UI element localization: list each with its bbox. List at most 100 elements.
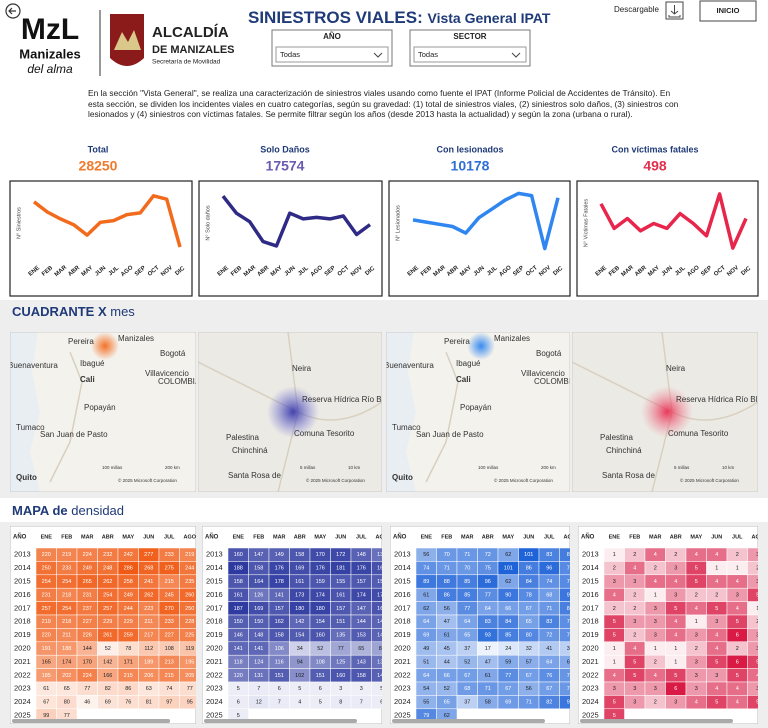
cell-value: 86 (526, 566, 532, 572)
cell-value: 4 (715, 646, 718, 652)
cell-value: 2 (654, 566, 657, 572)
cell-value: 3 (736, 592, 739, 598)
cell-value: 159 (316, 579, 325, 585)
scrollbar[interactable] (204, 719, 357, 723)
cell-value: 72 (546, 633, 552, 639)
map[interactable]: Pereira Manizales Bogotá Buenaventura Ibagué… (384, 332, 577, 492)
map[interactable]: Neira Reserva Hídrica Río Blanco Palestina… (572, 332, 768, 492)
cell-value: 49 (423, 646, 429, 652)
cell-value: 231 (42, 592, 51, 598)
heatmap-table: AÑO ENE FEB MAR ABR MAY JUN JUL AGO 2013 56 70 71 72 6… (390, 526, 576, 724)
cell-value: 158 (254, 566, 263, 572)
back-arrow (8, 7, 16, 15)
filter-dropdown[interactable] (275, 46, 389, 63)
cell-value: 5 (736, 673, 739, 679)
cell-value: 5 (695, 566, 698, 572)
cell-value: 64 (546, 659, 552, 665)
cell-value: 4 (613, 592, 616, 598)
cell-value: 3 (654, 606, 657, 612)
cell-value: 4 (674, 633, 677, 639)
map-label: COLOMBIA (534, 377, 577, 386)
cell-value: 82 (546, 700, 552, 706)
cell-value: 3 (756, 552, 759, 558)
cell-value: 4 (298, 700, 301, 706)
cell-value: 220 (42, 552, 51, 558)
row-header: 2018 (394, 617, 411, 626)
map[interactable]: Neira Reserva Hídrica Río Blanco Palestina… (198, 332, 401, 492)
cell-value: 78 (567, 566, 573, 572)
map-label: 100 millas (102, 465, 123, 470)
column-header: MAR (81, 534, 94, 540)
heat-cell (179, 695, 196, 710)
cell-value: 249 (124, 592, 133, 598)
cell-value: 172 (336, 552, 345, 558)
scrollbar[interactable] (392, 719, 545, 723)
cell-value: 90 (505, 592, 511, 598)
cell-value: 97 (166, 700, 172, 706)
cell-value: 126 (254, 592, 263, 598)
cell-value: 174 (357, 592, 366, 598)
cell-value: 141 (275, 592, 284, 598)
cell-value: 2 (633, 606, 636, 612)
row-header: 2021 (206, 657, 223, 666)
cell-value: 74 (546, 579, 552, 585)
cell-value: 219 (42, 619, 51, 625)
cell-value: 65 (464, 633, 470, 639)
cell-value: 3 (654, 633, 657, 639)
cell-value: 84 (505, 619, 511, 625)
row-header: 2021 (582, 657, 599, 666)
cell-value: 188 (62, 646, 71, 652)
map-label: © 2025 Microsoft Corporation (494, 477, 553, 483)
map-road (49, 351, 83, 483)
kpi-label: Con víctimas fatales (611, 144, 698, 154)
cell-value: 5 (715, 659, 718, 665)
cell-value: 275 (165, 566, 174, 572)
org-unit: Secretaría de Movilidad (152, 59, 221, 66)
cell-value: 248 (103, 566, 112, 572)
row-header: 2018 (14, 617, 31, 626)
cell-value: 3 (674, 700, 677, 706)
column-header: JUL (732, 534, 743, 540)
column-header: MAY (502, 534, 514, 540)
map-label: 200 km (165, 465, 180, 470)
cell-value: 101 (504, 566, 513, 572)
cell-value: 102 (295, 673, 304, 679)
cell-value: 4 (715, 686, 718, 692)
cell-value: 2 (695, 592, 698, 598)
map-label: Popayán (84, 403, 116, 412)
cell-value: 71 (526, 700, 532, 706)
cell-value: 3 (715, 619, 718, 625)
cell-value: 99 (43, 713, 49, 719)
row-header: 2023 (206, 684, 223, 693)
cell-value: 215 (165, 673, 174, 679)
cell-value: 171 (124, 659, 133, 665)
cell-value: 5 (613, 700, 616, 706)
cell-value: 61 (43, 686, 49, 692)
home-button[interactable] (699, 0, 757, 22)
map-label: Neira (292, 364, 312, 373)
column-header: AGO (563, 534, 576, 540)
scrollbar[interactable] (580, 719, 733, 723)
cell-value: 218 (62, 592, 71, 598)
map[interactable]: Pereira Manizales Bogotá Buenaventura Ibagué… (8, 332, 201, 492)
map-label: Villavicencio (145, 369, 189, 378)
cell-value: 112 (144, 646, 153, 652)
column-header: AÑO (393, 534, 407, 541)
back-button[interactable] (5, 3, 21, 19)
cell-value: 72 (567, 673, 573, 679)
cell-value: 161 (295, 579, 304, 585)
cell-value: 3 (674, 566, 677, 572)
filter-value: Todas (280, 50, 300, 59)
row-header: 2013 (14, 550, 31, 559)
scrollbar[interactable] (12, 719, 171, 723)
chart-frame (198, 180, 383, 297)
map-label: Comuna Tesorito (294, 429, 355, 438)
cell-value: 170 (83, 659, 92, 665)
cell-value: 1 (695, 619, 698, 625)
cell-value: 244 (185, 566, 194, 572)
filter-dropdown[interactable] (413, 46, 527, 63)
cell-value: 81 (379, 646, 385, 652)
cell-value: 74 (166, 686, 172, 692)
cell-value: 217 (144, 633, 153, 639)
cell-value: 2 (613, 566, 616, 572)
